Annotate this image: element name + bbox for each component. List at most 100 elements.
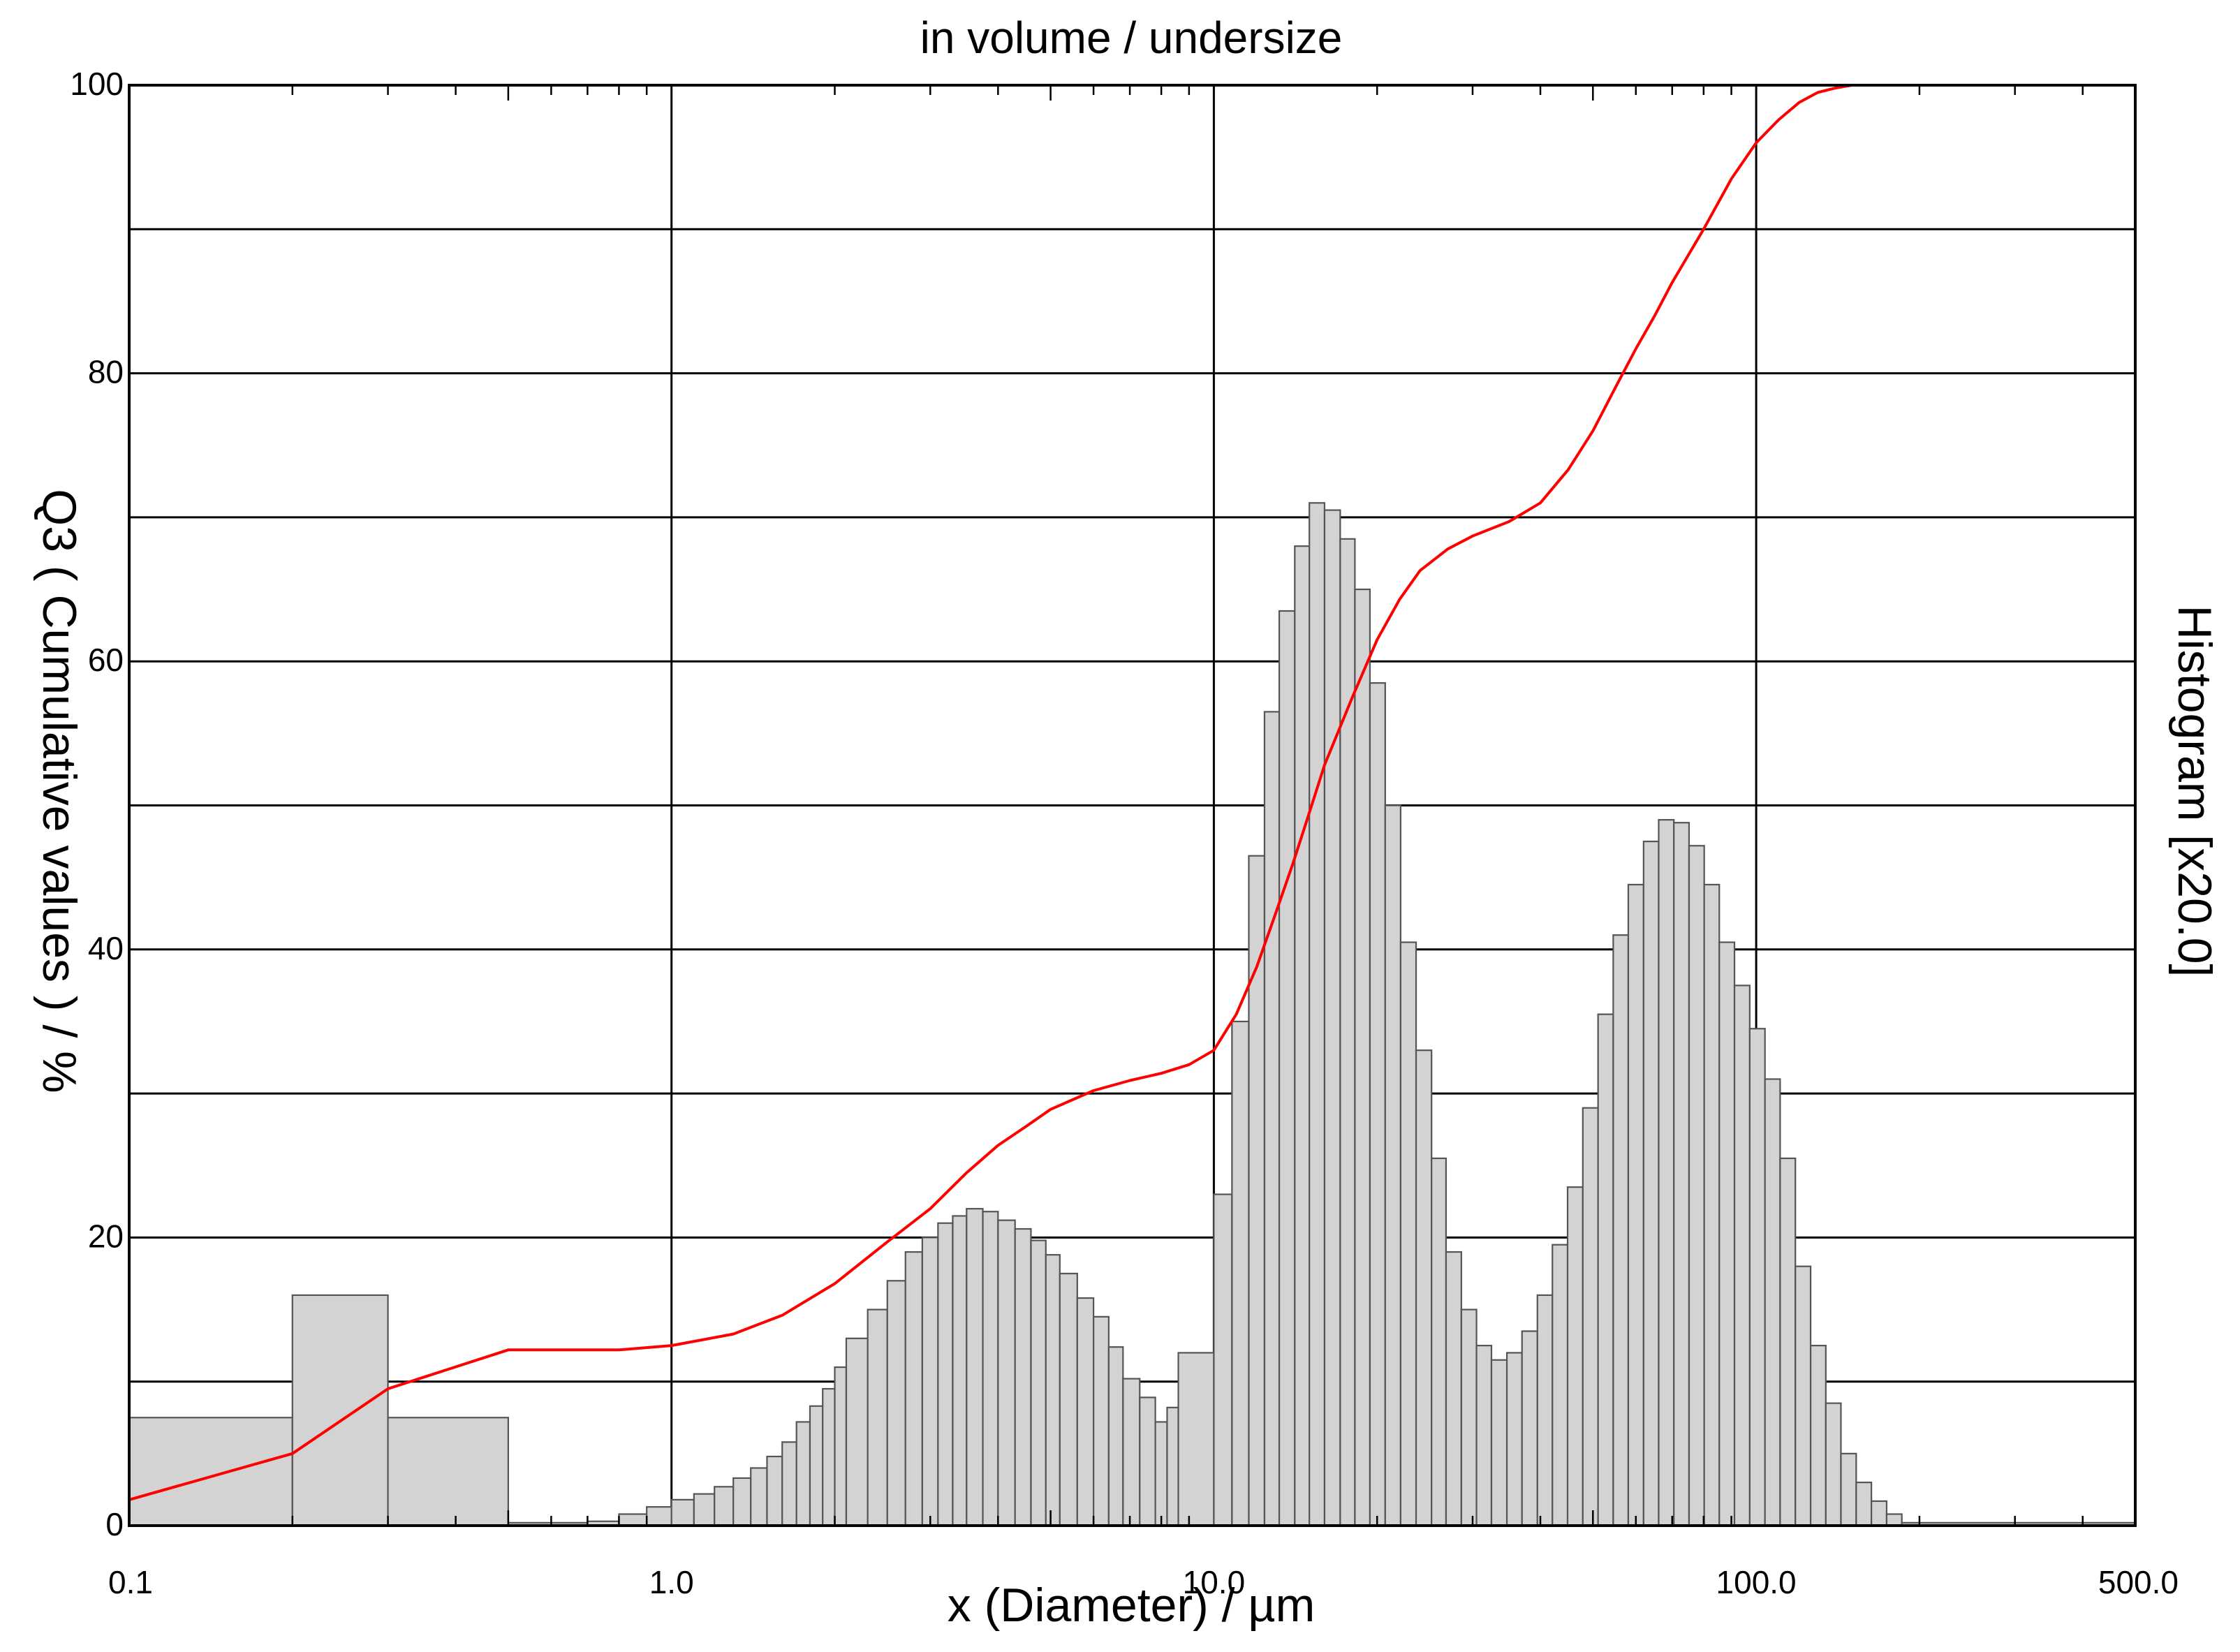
plot-frame xyxy=(128,84,2137,1527)
histogram-bar xyxy=(1566,1186,1584,1527)
histogram-bar xyxy=(795,1421,811,1527)
histogram-bar xyxy=(1213,1193,1233,1527)
histogram-bar xyxy=(1122,1378,1141,1527)
histogram-bar xyxy=(809,1405,824,1527)
histogram-bar xyxy=(845,1337,869,1527)
cumulative-curve-layer xyxy=(128,84,2135,1501)
histogram-bar xyxy=(1059,1272,1078,1527)
histogram-bar xyxy=(1278,610,1296,1527)
histogram-bar xyxy=(1642,840,1660,1527)
histogram-bar xyxy=(618,1513,648,1527)
histogram-bar xyxy=(921,1237,939,1527)
y2-axis-label: Histogram [x20.0] xyxy=(2168,605,2221,978)
histogram-bar xyxy=(1045,1254,1061,1527)
histogram-bar xyxy=(1030,1239,1047,1527)
histogram-bar xyxy=(904,1251,923,1527)
histogram-bar xyxy=(1399,941,1417,1527)
histogram-bar xyxy=(670,1498,695,1527)
histogram-bar xyxy=(1795,1265,1812,1527)
histogram-bar xyxy=(1809,1345,1827,1527)
histogram-bar xyxy=(937,1222,954,1527)
x-tick-label: 10.0 xyxy=(1183,1564,1246,1600)
histogram-bar xyxy=(1825,1402,1842,1527)
histogram-bar xyxy=(982,1211,999,1527)
histogram-bar xyxy=(693,1493,716,1527)
histogram-bar xyxy=(1871,1500,1888,1527)
histogram-bar xyxy=(1885,1513,1903,1527)
histogram-bar xyxy=(1415,1049,1433,1527)
histogram-bar xyxy=(1764,1078,1781,1527)
x-tick-labels: 0.1 1.0 10.0 100.0 500.0 xyxy=(108,1564,2179,1600)
histogram-bar xyxy=(1248,855,1266,1527)
histogram-bar xyxy=(1748,1028,1766,1527)
histogram-bar xyxy=(1840,1452,1857,1527)
y-tick-label: 80 xyxy=(88,354,124,390)
histogram-bar xyxy=(1688,845,1705,1527)
histogram-bar xyxy=(1166,1406,1179,1527)
histogram-bar xyxy=(766,1455,783,1527)
y-axis-label: Q3 ( Cumulative values ) / % xyxy=(33,489,86,1093)
histogram-bar xyxy=(1552,1244,1569,1527)
y-tick-label: 20 xyxy=(88,1218,124,1254)
histogram-bar xyxy=(1855,1482,1873,1527)
histogram-bar xyxy=(1779,1157,1797,1527)
histogram-bar xyxy=(952,1215,968,1527)
histogram-bar xyxy=(1582,1107,1599,1527)
histogram-bar xyxy=(732,1477,752,1527)
histogram-bar xyxy=(834,1366,848,1527)
x-axis-label: x (Diameter) / µm xyxy=(948,1579,1316,1632)
histogram-bar xyxy=(1092,1315,1110,1527)
x-minor-ticks xyxy=(291,85,2137,1526)
histogram-bar xyxy=(291,1294,389,1527)
histogram-bar xyxy=(1339,538,1356,1527)
y-tick-label: 100 xyxy=(70,66,124,102)
histogram-bar xyxy=(1323,509,1341,1527)
cumulative-curve xyxy=(128,84,2135,1501)
histogram-bar xyxy=(1231,1020,1250,1527)
histogram-bar xyxy=(1627,883,1644,1527)
histogram-bar xyxy=(1177,1352,1215,1527)
histogram-bar xyxy=(1521,1330,1538,1527)
y-tick-label: 40 xyxy=(88,930,124,966)
histogram-bar xyxy=(1154,1421,1168,1527)
histogram-bar xyxy=(1384,804,1401,1527)
histogram-bar xyxy=(1597,1013,1614,1527)
histogram-bar xyxy=(1014,1227,1032,1527)
histogram-bar xyxy=(1658,819,1675,1527)
histogram-bars xyxy=(128,502,2137,1527)
histogram-bar xyxy=(1718,941,1736,1527)
x-tick-label: 500.0 xyxy=(2098,1564,2179,1600)
y-tick-label: 0 xyxy=(105,1506,124,1542)
histogram-bar xyxy=(750,1467,768,1527)
histogram-bar xyxy=(867,1308,888,1527)
histogram-bar xyxy=(1612,934,1630,1527)
histogram-bar xyxy=(387,1417,509,1527)
histogram-bar xyxy=(997,1219,1016,1527)
histogram-bar xyxy=(714,1486,735,1527)
histogram-bar xyxy=(1369,682,1386,1527)
histogram-bar xyxy=(1139,1396,1156,1527)
chart-title: in volume / undersize xyxy=(920,13,1343,63)
histogram-bar xyxy=(1673,822,1690,1527)
histogram-bar xyxy=(966,1208,984,1527)
x-tick-label: 1.0 xyxy=(649,1564,694,1600)
histogram-bar xyxy=(886,1280,906,1527)
y-tick-label: 60 xyxy=(88,642,124,678)
histogram-bar xyxy=(1460,1308,1478,1527)
y-tick-labels: 0 20 40 60 80 100 xyxy=(70,66,124,1542)
histogram-bar xyxy=(1263,711,1281,1527)
histogram-bar xyxy=(822,1387,836,1527)
x-tick-label: 0.1 xyxy=(108,1564,153,1600)
histogram-bar xyxy=(1475,1345,1493,1527)
histogram-bar xyxy=(1354,588,1371,1527)
histogram-bar xyxy=(1505,1352,1523,1527)
histogram-bar xyxy=(1294,545,1311,1527)
histogram-bar xyxy=(128,1417,293,1527)
histogram-bar xyxy=(1490,1359,1508,1527)
histogram-bar xyxy=(1076,1297,1095,1527)
histogram-bar xyxy=(781,1441,797,1527)
histogram-bar xyxy=(1536,1294,1554,1527)
histogram-bar xyxy=(1733,984,1751,1527)
x-tick-label: 100.0 xyxy=(1716,1564,1797,1600)
